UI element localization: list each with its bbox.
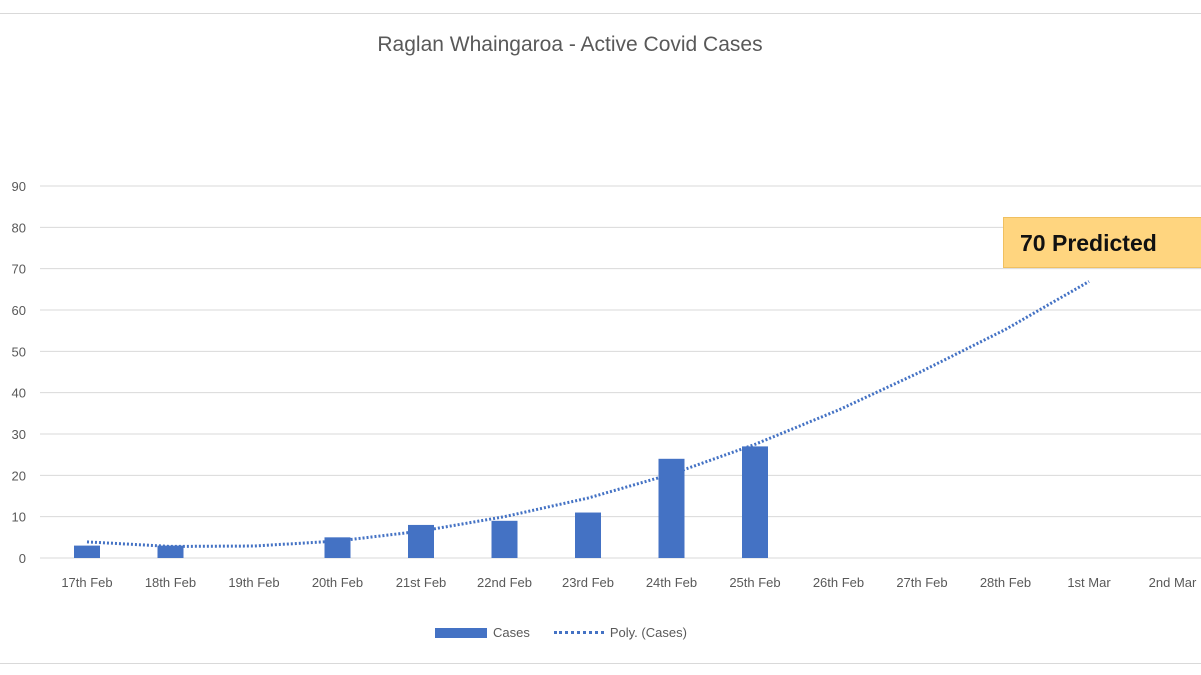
x-tick-label: 2nd Mar xyxy=(1149,575,1197,590)
bar xyxy=(742,446,768,558)
x-tick-label: 28th Feb xyxy=(980,575,1031,590)
bar xyxy=(157,545,184,558)
bar xyxy=(491,520,518,558)
x-tick-label: 26th Feb xyxy=(813,575,864,590)
x-tick-label: 17th Feb xyxy=(61,575,112,590)
x-tick-label: 25th Feb xyxy=(729,575,780,590)
bar xyxy=(74,545,100,558)
x-tick-label: 20th Feb xyxy=(312,575,363,590)
y-tick-label: 20 xyxy=(12,468,26,483)
y-tick-label: 50 xyxy=(12,344,26,359)
y-tick-label: 60 xyxy=(12,303,26,318)
x-tick-label: 27th Feb xyxy=(896,575,947,590)
y-tick-label: 70 xyxy=(12,262,26,277)
x-tick-label: 19th Feb xyxy=(228,575,279,590)
chart-title: Raglan Whaingaroa - Active Covid Cases xyxy=(377,33,763,56)
y-tick-label: 80 xyxy=(12,220,26,235)
legend-label-cases: Cases xyxy=(493,625,530,640)
x-tick-label: 23rd Feb xyxy=(562,575,614,590)
top-border xyxy=(0,13,1201,14)
bottom-border xyxy=(0,663,1201,664)
legend: Cases Poly. (Cases) xyxy=(435,625,687,640)
legend-swatch-cases xyxy=(435,627,487,638)
bar xyxy=(575,512,601,558)
x-tick-label: 1st Mar xyxy=(1067,575,1111,590)
trendline xyxy=(86,280,1090,548)
x-tick-label: 24th Feb xyxy=(646,575,697,590)
y-tick-label: 10 xyxy=(12,510,26,525)
y-tick-label: 30 xyxy=(12,427,26,442)
legend-label-trend: Poly. (Cases) xyxy=(609,625,687,640)
x-tick-label: 22nd Feb xyxy=(477,575,532,590)
y-tick-label: 0 xyxy=(19,551,26,566)
bar xyxy=(408,524,434,558)
x-tick-label: 21st Feb xyxy=(396,575,447,590)
prediction-callout: 70 Predicted xyxy=(1003,217,1201,268)
x-tick-label: 18th Feb xyxy=(145,575,196,590)
bar xyxy=(658,458,685,558)
y-tick-label: 40 xyxy=(12,386,26,401)
y-tick-label: 90 xyxy=(12,179,26,194)
legend-swatch-trend xyxy=(553,631,604,634)
